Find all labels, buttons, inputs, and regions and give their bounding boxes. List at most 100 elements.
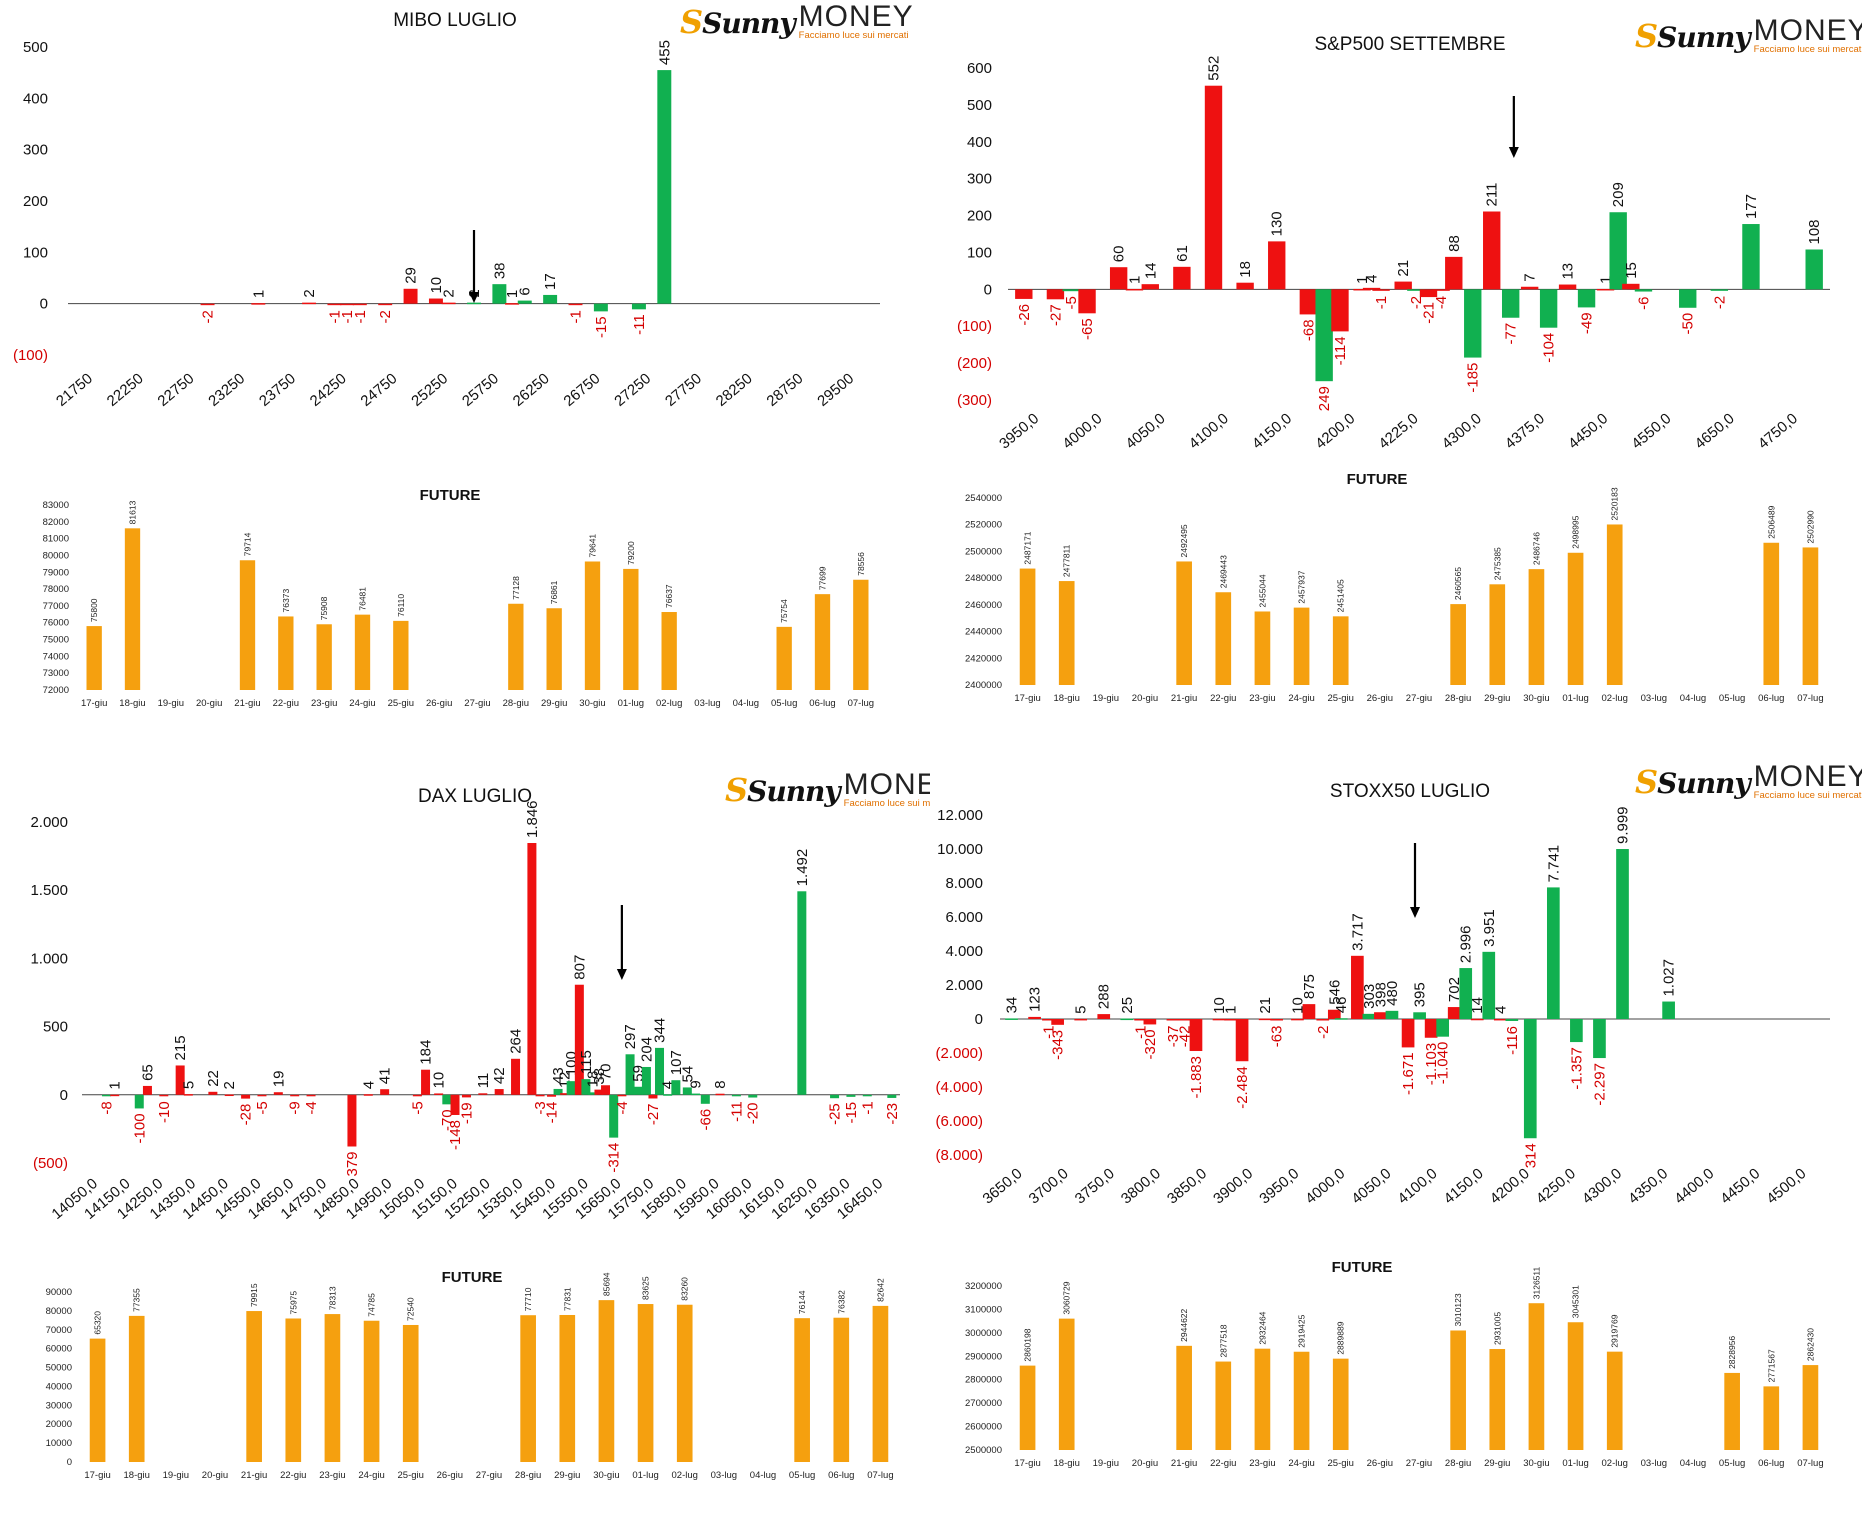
y-tick-label: 500 xyxy=(23,39,48,56)
future-title: FUTURE xyxy=(420,487,481,504)
x-tick-label: 4500,0 xyxy=(1763,1165,1809,1208)
future-bar xyxy=(128,1315,145,1462)
y-tick-label: 2.000 xyxy=(945,977,983,994)
future-bar xyxy=(1215,592,1232,685)
future-data-label: 2477811 xyxy=(1062,544,1072,577)
option-bar xyxy=(601,1085,611,1095)
option-bar xyxy=(1710,289,1729,291)
option-bar xyxy=(617,1094,627,1097)
option-bar xyxy=(363,1094,373,1096)
future-y-tick-label: 72000 xyxy=(43,685,69,696)
future-bar xyxy=(598,1300,615,1462)
future-bar xyxy=(316,624,332,690)
bar-data-label: 11 xyxy=(475,1073,492,1089)
bar-data-label: -5 xyxy=(254,1101,271,1114)
future-x-tick-label: 01-lug xyxy=(618,698,644,709)
option-bar xyxy=(609,1094,619,1138)
option-bar xyxy=(1051,1019,1064,1025)
y-tick-label: 100 xyxy=(23,244,48,261)
bar-data-label: 5 xyxy=(1073,1006,1090,1014)
future-y-tick-label: 90000 xyxy=(46,1287,72,1298)
option-bar xyxy=(1424,1019,1438,1038)
future-x-tick-label: 04-lug xyxy=(1680,1458,1706,1469)
future-y-tick-label: 74000 xyxy=(43,651,69,662)
bar-data-label: -114 xyxy=(1332,336,1349,365)
y-tick-label: (100) xyxy=(957,318,992,335)
bar-data-label: -68 xyxy=(1300,319,1317,341)
option-bar xyxy=(1074,1018,1088,1021)
x-tick-label: 22250 xyxy=(104,370,147,410)
future-x-tick-label: 07-lug xyxy=(848,698,874,709)
future-bar xyxy=(1254,611,1271,685)
logo-tagline: Facciamo luce sui mercati xyxy=(798,29,909,41)
bar-data-label: -19 xyxy=(458,1102,475,1124)
future-bar xyxy=(239,560,256,690)
bar-data-label: 60 xyxy=(1111,246,1128,263)
bar-data-label: -37 xyxy=(1165,1026,1182,1048)
future-bar xyxy=(1293,1351,1310,1450)
y-tick-label: (4.000) xyxy=(935,1079,983,1096)
future-bar xyxy=(393,620,409,690)
bar-data-label: 10 xyxy=(431,1072,448,1089)
future-data-label: 2944622 xyxy=(1179,1308,1189,1341)
y-tick-label: (6.000) xyxy=(935,1113,983,1130)
future-bar xyxy=(1606,1351,1623,1450)
y-tick-label: 500 xyxy=(43,1019,68,1036)
bar-data-label: 1 xyxy=(1223,1006,1240,1014)
future-y-tick-label: 70000 xyxy=(46,1325,72,1336)
bar-data-label: 10 xyxy=(1211,997,1228,1014)
future-data-label: 2919769 xyxy=(1610,1314,1620,1347)
option-bar xyxy=(1258,1018,1272,1021)
future-x-tick-label: 02-lug xyxy=(656,698,682,709)
future-y-tick-label: 2480000 xyxy=(965,573,1002,584)
bar-data-label: 288 xyxy=(1096,984,1113,1009)
future-bar xyxy=(278,616,294,690)
option-bar xyxy=(663,1094,673,1096)
bar-data-label: -11 xyxy=(728,1101,745,1122)
future-y-tick-label: 2500000 xyxy=(965,1445,1002,1456)
bar-data-label: 10 xyxy=(428,277,445,294)
x-tick-label: 4250,0 xyxy=(1533,1165,1579,1208)
option-bar xyxy=(862,1094,872,1097)
x-tick-label: 21750 xyxy=(53,370,96,410)
spot-arrow-head xyxy=(1508,147,1519,158)
option-bar xyxy=(251,303,266,305)
option-bar xyxy=(566,1081,576,1095)
option-bar xyxy=(715,1093,725,1096)
future-data-label: 2932464 xyxy=(1257,1311,1267,1344)
option-bar xyxy=(553,1088,563,1095)
option-bar xyxy=(1483,211,1501,290)
bar-data-label: -2 xyxy=(1408,296,1425,309)
bar-data-label: 18 xyxy=(584,1071,601,1088)
y-tick-label: 200 xyxy=(967,208,992,225)
future-x-tick-label: 20-giu xyxy=(202,1470,228,1481)
future-y-tick-label: 2420000 xyxy=(965,653,1002,664)
bar-data-label: -8 xyxy=(99,1101,116,1114)
bar-data-label: 43 xyxy=(550,1067,567,1084)
future-y-tick-label: 3200000 xyxy=(965,1281,1002,1292)
bar-data-label: 875 xyxy=(1301,974,1318,999)
y-tick-label: (300) xyxy=(957,392,992,409)
future-data-label: 79714 xyxy=(243,532,253,556)
y-tick-label: (8.000) xyxy=(935,1147,983,1164)
future-x-tick-label: 05-lug xyxy=(1719,693,1745,704)
future-bar xyxy=(623,568,639,690)
bar-data-label: -63 xyxy=(1269,1026,1286,1048)
option-bar xyxy=(421,1069,431,1095)
future-x-tick-label: 25-giu xyxy=(398,1470,424,1481)
future-data-label: 75754 xyxy=(779,599,789,623)
future-bar xyxy=(546,608,562,690)
future-x-tick-label: 03-lug xyxy=(694,698,720,709)
bar-data-label: 9 xyxy=(688,1080,705,1088)
bar-data-label: -1.883 xyxy=(1188,1056,1205,1099)
future-data-label: 2771567 xyxy=(1766,1349,1776,1382)
option-bar xyxy=(1315,289,1333,382)
option-bar xyxy=(1042,1019,1055,1021)
chart-title: S&P500 SETTEMBRE xyxy=(1314,34,1505,55)
y-tick-label: 4.000 xyxy=(945,943,983,960)
y-tick-label: 12.000 xyxy=(937,807,983,824)
bar-data-label: 702 xyxy=(1446,977,1463,1002)
future-data-label: 75800 xyxy=(89,598,99,622)
sp500-panel: S&P500 SETTEMBRE 600 500 400 300 200 100 0 (100)… xyxy=(930,0,1862,720)
future-bar xyxy=(402,1324,419,1462)
